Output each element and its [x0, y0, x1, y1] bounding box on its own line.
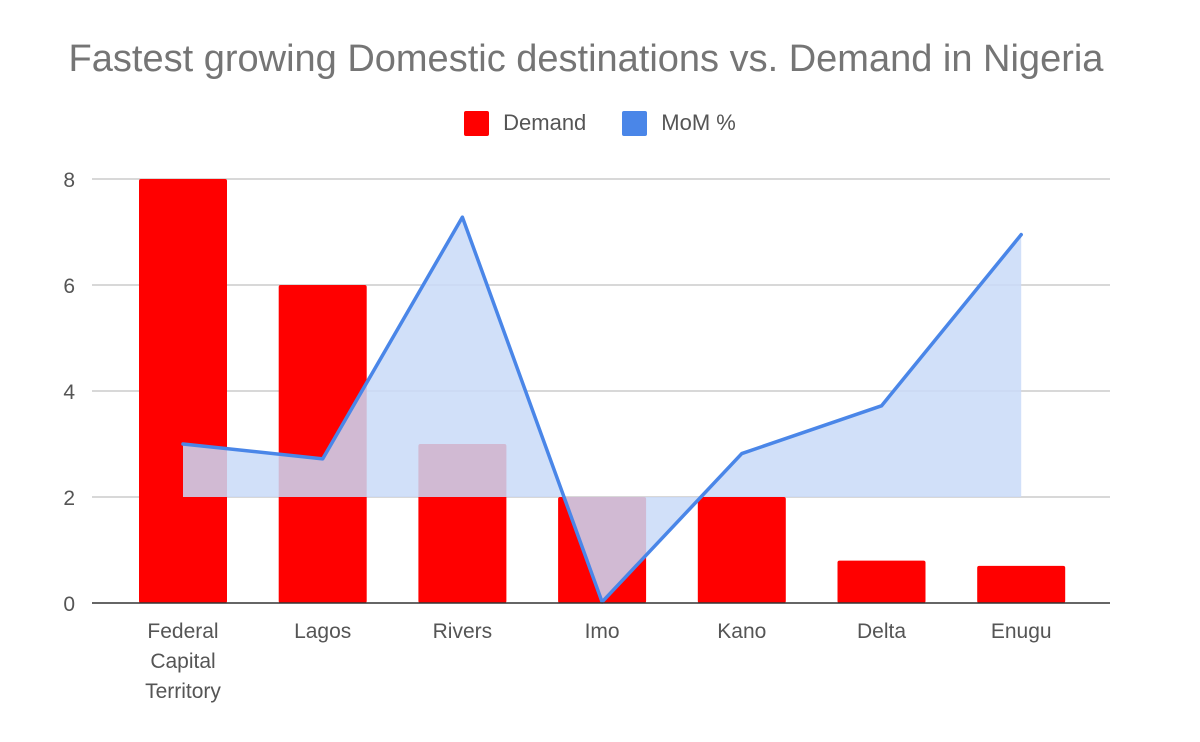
y-tick-label: 0 [63, 593, 75, 616]
line-layer [181, 215, 1023, 604]
x-category-label: Rivers [433, 620, 493, 643]
bar [837, 560, 926, 603]
y-tick-label: 6 [63, 275, 75, 298]
label-layer: 0 2 4 6 8 Federal Capital Territory Lagos Rivers I… [63, 169, 1051, 703]
bar [278, 285, 367, 603]
y-tick-label: 8 [63, 169, 75, 192]
mom-line [181, 215, 1023, 604]
y-tick-label: 2 [63, 487, 75, 510]
y-tick-label: 4 [63, 381, 75, 404]
bar [697, 497, 786, 603]
x-category-label: Territory [145, 680, 221, 703]
legend-swatch-mom [622, 110, 648, 136]
legend-item-mom[interactable]: MoM % [622, 110, 736, 136]
x-category-label: Kano [717, 620, 766, 643]
mom-area [183, 217, 1022, 602]
legend-swatch-demand [464, 110, 490, 136]
x-category-label: Federal [147, 620, 218, 643]
x-category-label: Capital [150, 650, 215, 673]
x-category-label: Delta [857, 620, 906, 643]
chart-title: Fastest growing Domestic destinations vs… [68, 38, 1104, 80]
bar [139, 179, 227, 603]
legend-label-demand: Demand [503, 110, 587, 135]
area-layer [183, 217, 1022, 602]
legend: Demand MoM % [0, 110, 1200, 136]
x-category-label: Imo [585, 620, 620, 643]
legend-item-demand[interactable]: Demand [464, 110, 586, 136]
legend-label-mom: MoM % [661, 110, 736, 135]
x-category-label: Lagos [294, 620, 351, 643]
bar [977, 565, 1066, 603]
x-category-label: Enugu [991, 620, 1052, 643]
